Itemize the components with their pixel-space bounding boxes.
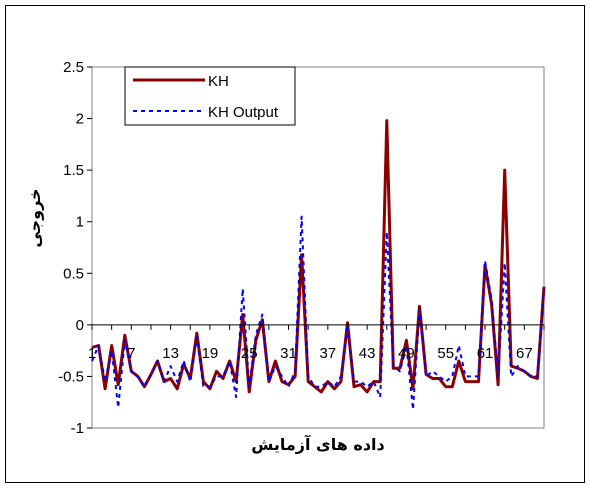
x-tick-label: 55 [437,345,454,362]
x-tick-label: 37 [319,345,336,362]
y-tick-label: 0.5 [63,265,84,282]
x-tick-label: 7 [127,345,135,362]
y-tick-label: -0.5 [58,368,84,385]
x-tick-label: 49 [398,345,415,362]
x-axis-title: داده های آزمایش [251,434,385,454]
y-tick-label: 2.5 [63,59,84,76]
x-tick-label: 1 [88,345,96,362]
y-tick-label: -1 [71,420,84,437]
x-tick-label: 67 [516,345,533,362]
x-tick-label: 19 [202,345,219,362]
y-tick-label: 0 [76,317,84,334]
legend-label-kh-output: KH Output [208,104,279,121]
legend-label-kh: KH [208,73,229,90]
x-tick-label: 61 [477,345,494,362]
y-tick-label: 1.5 [63,162,84,179]
y-tick-label: 1 [76,214,84,231]
y-axis-title: خروجی [25,188,44,247]
x-tick-label: 13 [162,345,179,362]
x-tick-label: 25 [241,345,258,362]
x-tick-label: 31 [280,345,297,362]
y-axis: -1 -0.5 0 0.5 1 1.5 2 2.5 [58,59,92,437]
legend: KH KH Output [125,67,295,125]
y-tick-label: 2 [76,111,84,128]
x-tick-label: 43 [359,345,376,362]
